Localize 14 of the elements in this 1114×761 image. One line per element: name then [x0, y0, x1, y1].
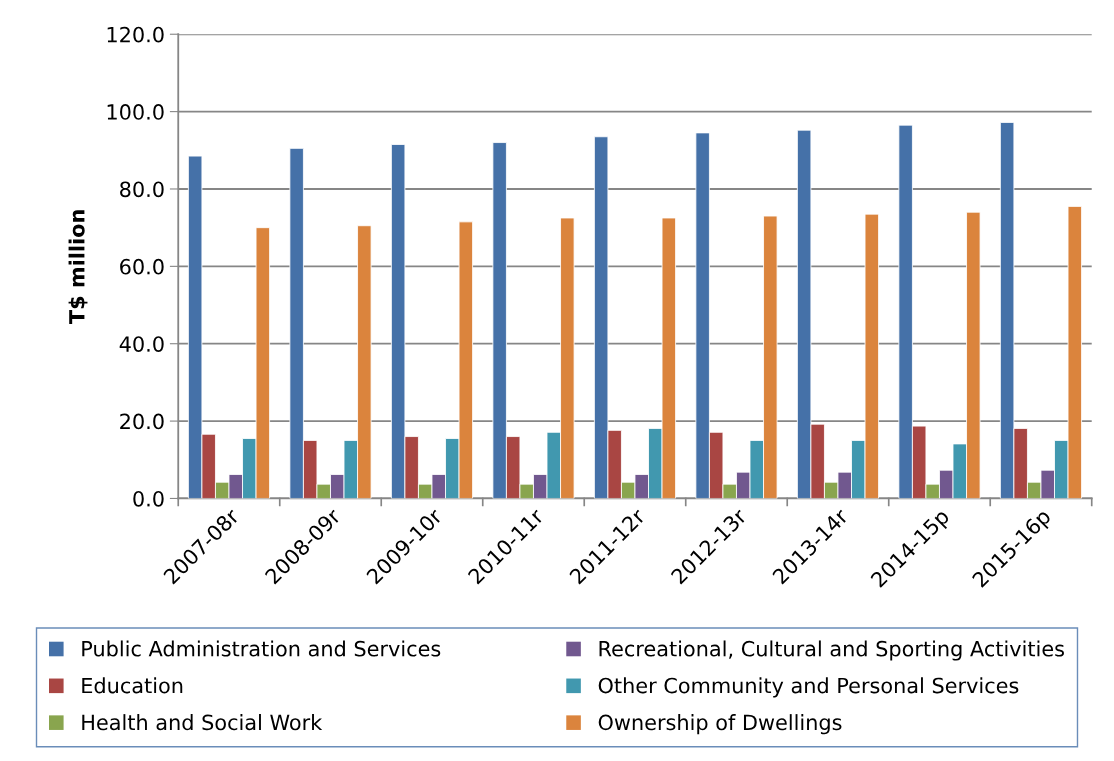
legend-label: Ownership of Dwellings — [598, 714, 842, 735]
y-axis-title: T$ million — [68, 210, 88, 324]
legend-label: Other Community and Personal Services — [598, 677, 1019, 698]
legend-label: Public Administration and Services — [82, 640, 441, 657]
y-tick-label: 40.0 — [119, 336, 164, 352]
y-tick-label: 80.0 — [120, 181, 164, 198]
y-tick-label: 60.0 — [120, 258, 164, 275]
legend-label: Education — [82, 677, 183, 694]
y-tick-label: 120.0 — [107, 26, 164, 43]
legend-label: Health and Social Work — [82, 714, 323, 731]
legend-label: Recreational, Cultural and Sporting Activities — [599, 640, 1064, 661]
y-tick-label: 0.0 — [133, 490, 164, 507]
y-tick-label: 100.0 — [107, 104, 164, 120]
y-tick-label: 20.0 — [120, 413, 164, 430]
